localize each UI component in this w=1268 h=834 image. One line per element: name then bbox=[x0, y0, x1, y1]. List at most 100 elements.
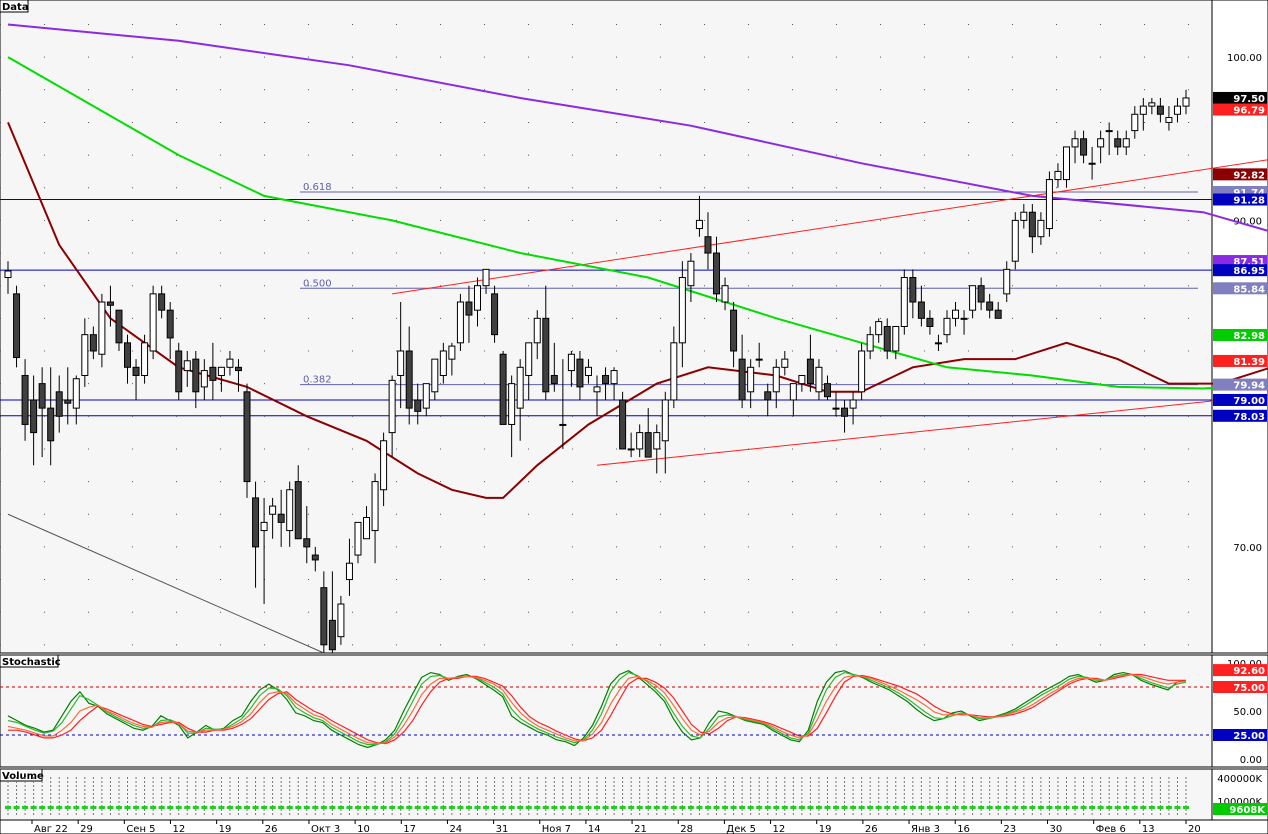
candle-body bbox=[388, 379, 396, 434]
candle-body bbox=[934, 342, 942, 345]
volume-bar bbox=[645, 806, 652, 809]
candle-body bbox=[183, 360, 191, 372]
stochastic-panel-title: Stochastic bbox=[2, 657, 61, 668]
candle bbox=[721, 277, 729, 311]
volume-bar bbox=[261, 806, 268, 809]
candle bbox=[337, 595, 345, 645]
volume-bar bbox=[798, 806, 805, 809]
candle bbox=[1173, 97, 1181, 123]
candle-body bbox=[277, 513, 285, 523]
candle-body bbox=[303, 538, 311, 548]
volume-bar bbox=[841, 806, 848, 809]
volume-bar bbox=[107, 806, 114, 809]
candle bbox=[952, 302, 960, 327]
candle bbox=[858, 342, 866, 400]
volume-bar bbox=[773, 806, 780, 809]
volume-bar bbox=[329, 806, 336, 809]
x-axis-tick-label: 23 bbox=[1003, 824, 1016, 834]
stochastic-line bbox=[7, 671, 1187, 746]
candle-body bbox=[960, 317, 968, 320]
candle-body bbox=[422, 383, 430, 409]
volume-bar bbox=[747, 806, 754, 809]
candle bbox=[610, 367, 618, 400]
candle-body bbox=[798, 374, 806, 385]
candle bbox=[542, 285, 550, 400]
candle bbox=[269, 497, 277, 539]
candle-body bbox=[320, 587, 328, 646]
x-axis-tick-label: 16 bbox=[957, 824, 970, 834]
candle-body bbox=[1020, 211, 1028, 221]
candle bbox=[593, 375, 601, 417]
candle bbox=[397, 302, 405, 409]
candle-body bbox=[234, 366, 242, 372]
candle-body bbox=[593, 386, 601, 393]
candle bbox=[644, 408, 652, 458]
volume-bar bbox=[969, 806, 976, 809]
price-label: 91.28 bbox=[1233, 195, 1265, 206]
candle-body bbox=[943, 317, 951, 336]
volume-bar bbox=[440, 806, 447, 809]
candle bbox=[755, 342, 763, 368]
candle-body bbox=[644, 432, 652, 458]
candle bbox=[738, 334, 746, 409]
candle-body bbox=[252, 497, 260, 548]
candle-body bbox=[115, 309, 123, 344]
candle-body bbox=[892, 326, 900, 352]
moving-average-line bbox=[7, 23, 1268, 232]
candle-body bbox=[559, 423, 567, 426]
price-panel-title-box bbox=[0, 0, 29, 13]
volume-bar bbox=[619, 806, 626, 809]
candle-body bbox=[30, 399, 38, 434]
volume-bar bbox=[790, 806, 797, 809]
candle bbox=[1131, 106, 1139, 139]
candle bbox=[4, 261, 12, 294]
candle-body bbox=[337, 603, 345, 638]
volume-bar bbox=[98, 806, 105, 809]
x-axis-tick-label: 14 bbox=[588, 824, 601, 834]
volume-bar bbox=[1020, 806, 1027, 809]
candle bbox=[311, 546, 319, 572]
candle bbox=[789, 383, 797, 417]
stochastic-label-box bbox=[1213, 681, 1267, 693]
x-axis-tick-label: 19 bbox=[819, 824, 832, 834]
candle-body bbox=[431, 358, 439, 393]
candle bbox=[217, 366, 225, 392]
price-label-box bbox=[1213, 103, 1267, 116]
candle-body bbox=[499, 353, 507, 425]
candle bbox=[47, 367, 55, 466]
candle-body bbox=[969, 285, 977, 311]
candle-body bbox=[841, 407, 849, 417]
x-axis-background bbox=[0, 819, 1268, 834]
volume-bar bbox=[508, 806, 515, 809]
x-axis-tick-label: Янв 3 bbox=[911, 824, 940, 834]
volume-bar bbox=[354, 806, 361, 809]
candle bbox=[192, 350, 200, 409]
candle-body bbox=[405, 350, 413, 409]
candle-body bbox=[832, 407, 840, 410]
candle-body bbox=[124, 342, 132, 368]
candle bbox=[456, 293, 464, 351]
candle-body bbox=[217, 366, 225, 376]
candle-body bbox=[465, 301, 473, 316]
volume-bar bbox=[218, 806, 225, 809]
candle-body bbox=[13, 293, 21, 359]
candle-body bbox=[670, 342, 678, 401]
volume-bar bbox=[764, 806, 771, 809]
volume-bar bbox=[150, 806, 157, 809]
volume-bar bbox=[815, 806, 822, 809]
candle bbox=[508, 375, 516, 458]
candle bbox=[670, 326, 678, 409]
candle bbox=[21, 359, 29, 441]
candle bbox=[875, 318, 883, 343]
x-axis-tick-label: 12 bbox=[773, 824, 786, 834]
candle bbox=[1071, 130, 1079, 164]
candle-body bbox=[525, 342, 533, 376]
candle-body bbox=[371, 481, 379, 532]
candle-body bbox=[175, 350, 183, 393]
volume-bar bbox=[730, 806, 737, 809]
candle-body bbox=[883, 326, 891, 352]
candle-body bbox=[678, 277, 686, 344]
candle bbox=[1182, 89, 1190, 115]
